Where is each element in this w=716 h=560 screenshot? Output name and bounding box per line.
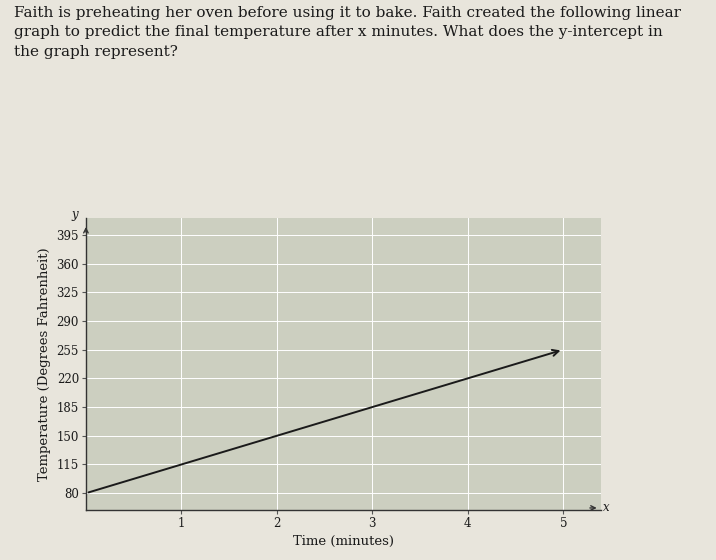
- Text: Faith is preheating her oven before using it to bake. Faith created the followin: Faith is preheating her oven before usin…: [14, 6, 682, 59]
- Y-axis label: Temperature (Degrees Fahrenheit): Temperature (Degrees Fahrenheit): [38, 247, 51, 481]
- X-axis label: Time (minutes): Time (minutes): [293, 535, 395, 548]
- Text: y: y: [71, 208, 78, 221]
- Text: x: x: [604, 501, 610, 515]
